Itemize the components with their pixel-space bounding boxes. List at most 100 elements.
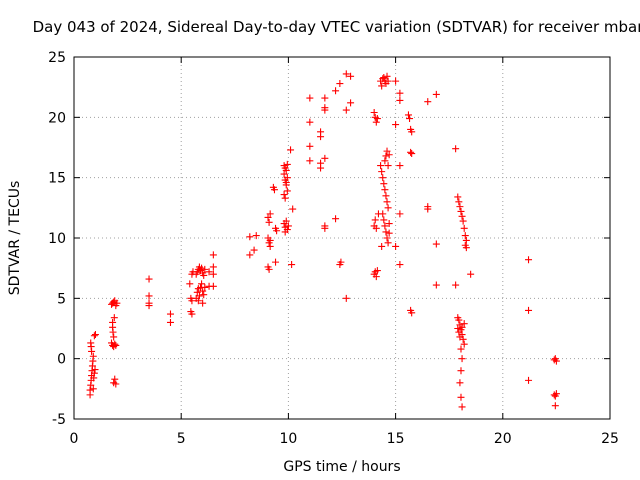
data-point <box>404 111 412 119</box>
data-point <box>265 218 273 226</box>
data-point <box>382 152 390 160</box>
data-point <box>200 291 208 299</box>
data-point <box>280 170 288 178</box>
data-point <box>201 283 209 291</box>
data-point <box>452 281 460 289</box>
x-axis-label: GPS time / hours <box>283 459 400 475</box>
data-point <box>332 87 340 95</box>
data-point <box>90 332 98 340</box>
data-point <box>379 210 387 218</box>
data-point <box>454 193 462 201</box>
data-point <box>205 268 213 276</box>
data-point <box>455 316 463 324</box>
data-point <box>455 328 463 336</box>
data-point <box>86 386 94 394</box>
data-point <box>250 246 258 254</box>
data-point <box>113 299 121 307</box>
y-tick-label: 15 <box>48 171 66 187</box>
data-point <box>462 244 470 252</box>
data-point <box>379 174 387 182</box>
data-point <box>317 164 325 172</box>
data-point <box>406 115 414 123</box>
data-point <box>456 333 464 341</box>
data-point <box>383 198 391 206</box>
data-point <box>110 298 118 306</box>
data-point <box>110 333 118 341</box>
data-point <box>109 328 117 336</box>
data-point <box>382 228 390 236</box>
data-point <box>246 233 254 241</box>
points-layer <box>86 70 560 411</box>
data-point <box>342 70 350 78</box>
data-point <box>266 242 274 250</box>
data-point <box>281 194 289 202</box>
data-point <box>462 236 470 244</box>
data-point <box>342 106 350 114</box>
data-point <box>384 204 392 212</box>
data-point <box>457 367 465 375</box>
data-point <box>321 106 329 114</box>
x-tick-label: 10 <box>279 431 297 447</box>
data-point <box>456 203 464 211</box>
data-point <box>432 281 440 289</box>
data-point <box>396 210 404 218</box>
data-point <box>380 180 388 188</box>
data-point <box>424 205 432 213</box>
data-point <box>110 314 118 322</box>
data-point <box>342 294 350 302</box>
data-point <box>317 128 325 136</box>
data-point <box>306 142 314 150</box>
data-point <box>200 271 208 279</box>
data-point <box>552 357 560 365</box>
data-point <box>186 280 194 288</box>
x-tick-label: 5 <box>177 431 186 447</box>
data-point <box>408 128 416 136</box>
data-point <box>89 385 97 393</box>
y-axis-label: SDTVAR / TECUs <box>7 181 23 296</box>
data-point <box>377 162 385 170</box>
data-point <box>467 270 475 278</box>
data-point <box>457 207 465 215</box>
data-point <box>383 147 391 155</box>
data-point <box>392 77 400 85</box>
data-point <box>89 352 97 360</box>
data-point <box>457 345 465 353</box>
data-point <box>91 331 99 339</box>
data-point <box>454 325 462 332</box>
data-point <box>287 146 295 154</box>
data-point <box>145 302 153 310</box>
data-point <box>552 390 560 398</box>
data-point <box>458 403 466 411</box>
data-point <box>396 89 404 97</box>
data-point <box>396 162 404 170</box>
data-point <box>246 251 254 259</box>
data-point <box>347 72 355 80</box>
data-point <box>383 72 391 80</box>
y-tick-label: 0 <box>57 352 66 368</box>
chart-title: Day 043 of 2024, Sidereal Day-to-day VTE… <box>33 18 640 36</box>
data-point <box>408 309 416 317</box>
y-tick-label: -5 <box>52 412 66 428</box>
data-point <box>380 74 388 82</box>
data-point <box>198 264 206 272</box>
y-tick-label: 5 <box>57 291 66 307</box>
data-point <box>321 224 329 232</box>
data-point <box>264 213 272 221</box>
data-point <box>90 374 98 382</box>
data-point <box>458 323 466 331</box>
data-point <box>432 90 440 98</box>
data-point <box>384 77 392 85</box>
data-point <box>385 220 393 228</box>
data-point <box>373 115 381 123</box>
data-point <box>283 160 291 168</box>
data-point <box>90 369 98 377</box>
data-point <box>452 145 460 153</box>
data-point <box>460 340 468 348</box>
data-point <box>188 310 196 318</box>
data-point <box>209 263 217 271</box>
data-point <box>321 154 329 162</box>
data-point <box>396 96 404 104</box>
grid-layer <box>74 57 610 419</box>
data-point <box>321 94 329 102</box>
